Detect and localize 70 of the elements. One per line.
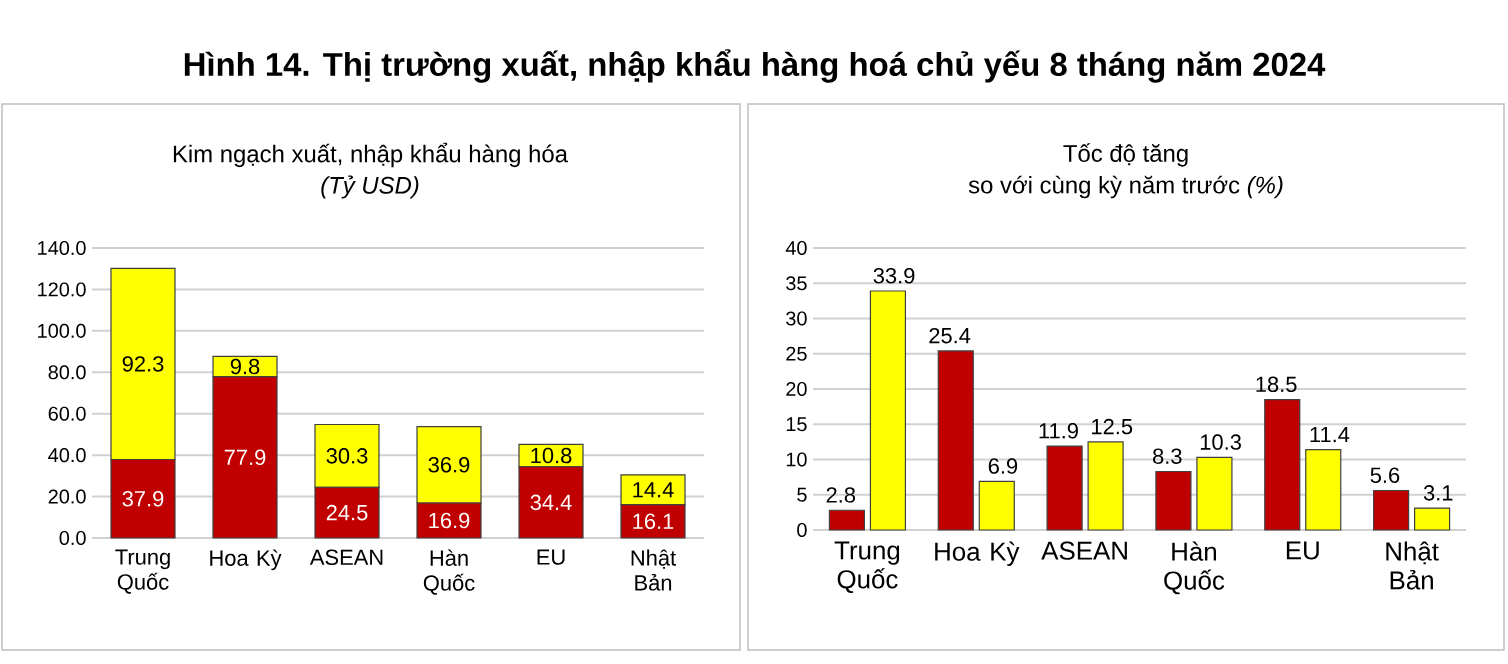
bar <box>1196 456 1233 531</box>
bar <box>1414 507 1451 531</box>
y-tick-label: 5 <box>797 487 807 502</box>
data-label: 92.3 <box>122 356 164 372</box>
data-label: 10.8 <box>531 447 572 464</box>
x-tick-label: Hàn Quốc <box>1164 541 1225 595</box>
y-tick-label: 25 <box>786 346 807 361</box>
data-label: 18.5 <box>1256 376 1297 393</box>
y-tick-label: 0.0 <box>59 530 86 546</box>
y-tick-label: 40 <box>785 240 807 256</box>
y-tick-label: 20 <box>786 381 807 397</box>
data-label: 3.1 <box>1423 485 1453 501</box>
x-tick-label: Trung Quốc <box>834 541 900 594</box>
chart-title: Tốc độ tăng <box>1063 143 1188 167</box>
x-tick-label: Hoa Kỳ <box>210 549 282 571</box>
bar <box>1046 445 1083 531</box>
bar <box>869 290 907 531</box>
bar <box>1373 489 1410 531</box>
chart-title: Kim ngạch xuất, nhập khẩu hàng hóa <box>173 142 568 168</box>
data-label: 16.1 <box>633 513 674 530</box>
y-tick-label: 60.0 <box>48 406 86 421</box>
data-label: 2.8 <box>826 487 856 503</box>
x-tick-label: Nhật Bản <box>631 549 676 591</box>
data-label: 11.4 <box>1310 427 1350 443</box>
data-label: 9.8 <box>230 358 260 375</box>
y-tick-label: 100.0 <box>38 323 86 338</box>
data-label: 14.4 <box>633 482 674 498</box>
data-label: 6.9 <box>988 458 1018 474</box>
x-tick-label: Trung Quốc <box>115 549 170 594</box>
data-label: 11.9 <box>1039 423 1078 439</box>
bar <box>1087 441 1124 531</box>
bar <box>1305 449 1342 531</box>
x-tick-label: Hàn Quốc <box>423 549 475 595</box>
chart-subtitle: (Tỷ USD) <box>321 175 419 199</box>
x-tick-label: ASEAN <box>1041 541 1127 560</box>
y-tick-label: 40.0 <box>48 448 86 463</box>
y-tick-label: 30 <box>786 311 807 326</box>
bar <box>1155 470 1192 531</box>
data-label: 8.3 <box>1153 448 1182 464</box>
y-tick-label: 20.0 <box>48 489 86 504</box>
y-tick-label: 120.0 <box>38 282 86 297</box>
x-tick-label: ASEAN <box>309 549 383 566</box>
data-label: 5.6 <box>1370 467 1400 483</box>
data-label: 24.5 <box>326 504 368 521</box>
x-tick-label: Nhật Bản <box>1386 541 1439 590</box>
x-tick-label: EU <box>537 549 565 565</box>
data-label: 16.9 <box>429 512 470 529</box>
y-tick-label: 15 <box>786 417 807 432</box>
bar <box>937 350 974 531</box>
data-label: 25.4 <box>929 327 971 344</box>
data-label: 34.4 <box>530 494 572 511</box>
bar <box>1264 398 1301 531</box>
data-label: 12.5 <box>1092 418 1133 435</box>
y-tick-label: 80.0 <box>48 365 86 380</box>
y-tick-label: 140.0 <box>38 240 86 256</box>
data-label: 77.9 <box>224 449 266 466</box>
data-label: 30.3 <box>326 448 368 464</box>
y-tick-label: 35 <box>786 276 807 291</box>
text: Hình 14. Thị trường xuất, nhập khẩu hàng hoá chủ yếu 8 tháng năm 2024 <box>184 49 1326 83</box>
y-tick-label: 0 <box>797 522 807 538</box>
data-label: 37.9 <box>122 490 164 507</box>
bar <box>978 480 1015 531</box>
chart-subtitle: so với cùng kỳ năm trước (%) <box>968 175 1283 199</box>
data-label: 33.9 <box>873 267 915 284</box>
x-tick-label: Hoa Kỳ <box>935 541 1020 566</box>
x-tick-label: EU <box>1286 541 1319 560</box>
y-tick-label: 10 <box>786 452 807 467</box>
bar <box>828 509 866 531</box>
data-label: 10.3 <box>1200 434 1241 450</box>
data-label: 36.9 <box>428 457 470 473</box>
